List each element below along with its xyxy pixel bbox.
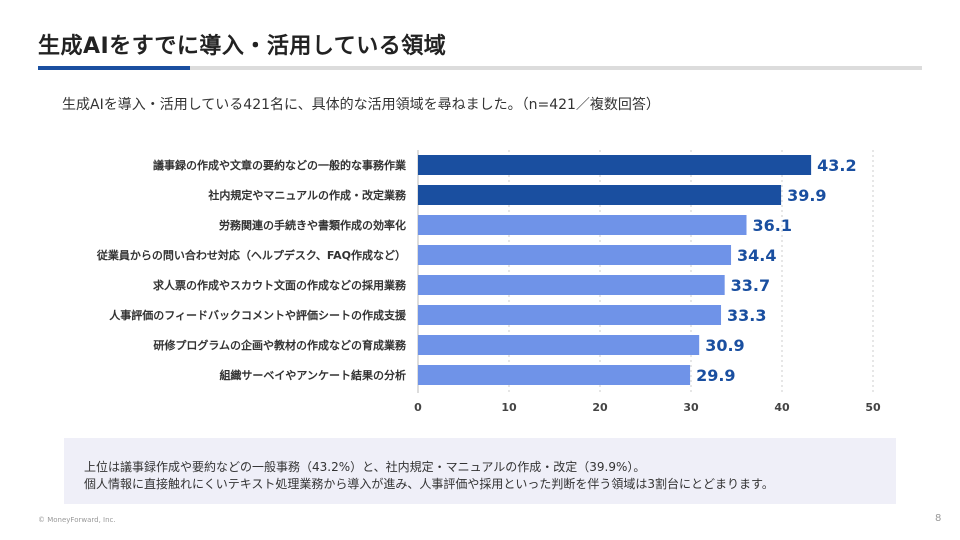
value-label: 43.2 [817,156,856,175]
summary-box [64,438,896,504]
page-subtitle: 生成AIを導入・活用している421名に、具体的な活用領域を尋ねました。（n=42… [62,97,660,113]
bar [418,245,732,265]
x-tick-label: 40 [774,401,790,414]
category-label: 組織サーベイやアンケート結果の分析 [219,368,406,382]
bar [418,305,722,325]
value-label: 33.3 [727,306,766,325]
bar [418,335,700,355]
category-label: 労務関連の手続きや書類作成の効率化 [219,218,406,232]
value-label: 29.9 [696,366,735,385]
category-label: 研修プログラムの企画や教材の作成などの育成業務 [153,338,407,352]
value-label: 39.9 [787,186,826,205]
title-divider-accent [38,66,190,70]
x-tick-label: 20 [592,401,608,414]
value-label: 34.4 [737,246,776,265]
x-tick-label: 30 [683,401,699,414]
copyright-text: © MoneyForward, Inc. [38,516,116,524]
bar [418,155,812,175]
category-label: 求人票の作成やスカウト文面の作成などの採用業務 [153,278,407,292]
title-divider [38,66,922,70]
value-label: 33.7 [731,276,770,295]
bar [418,185,782,205]
bar-chart: 0 10 20 30 40 50 議事録の作成や文章の要約などの一般的な事務作業 43.2 社内… [96,150,881,414]
page-number: 8 [935,513,942,524]
x-tick-label: 0 [414,401,422,414]
bar [418,275,725,295]
summary-line-2: 個人情報に直接触れにくいテキスト処理業務から導入が進み、人事評価や採用といった判… [84,477,774,491]
value-label: 30.9 [705,336,744,355]
bar [418,365,691,385]
x-tick-label: 50 [865,401,881,414]
page-title: 生成AIをすでに導入・活用している領域 [38,34,447,59]
value-label: 36.1 [753,216,792,235]
category-label: 人事評価のフィードバックコメントや評価シートの作成支援 [109,308,407,322]
category-label: 議事録の作成や文章の要約などの一般的な事務作業 [153,158,407,172]
bar [418,215,747,235]
x-tick-label: 10 [501,401,517,414]
summary-line-1: 上位は議事録作成や要約などの一般事務（43.2%）と、社内規定・マニュアルの作成… [84,460,646,474]
category-label: 社内規定やマニュアルの作成・改定業務 [207,188,407,202]
category-label: 従業員からの問い合わせ対応（ヘルプデスク、FAQ作成など） [96,248,406,262]
